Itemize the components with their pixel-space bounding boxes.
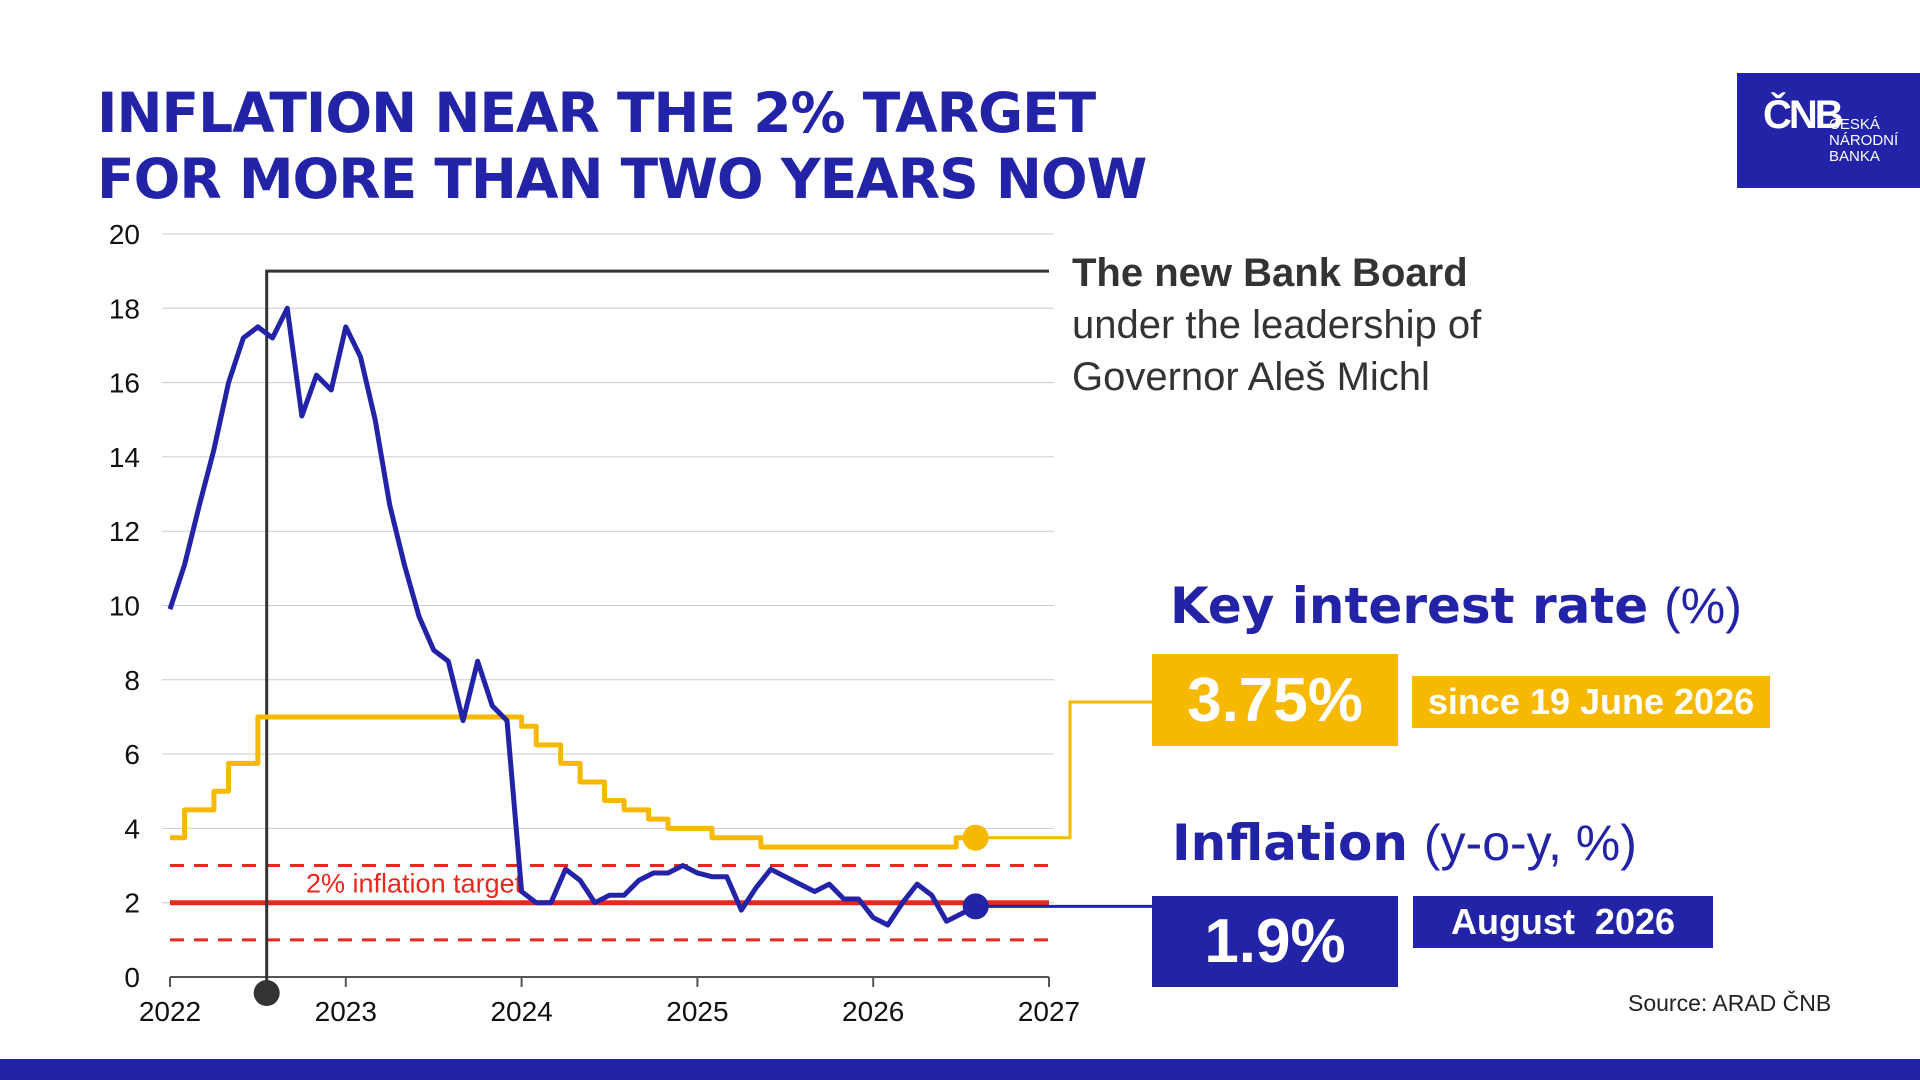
board-note: The new Bank Board under the leadership … — [1072, 247, 1481, 403]
y-tick-label: 18 — [109, 293, 140, 324]
inflation-title-text: Inflation — [1172, 814, 1408, 872]
board-note-line-1: The new Bank Board — [1072, 251, 1468, 295]
chart-grid — [162, 233, 1054, 987]
board-connector — [265, 269, 1049, 993]
y-tick-label: 0 — [124, 962, 140, 993]
board-note-line-2: under the leadership of — [1072, 303, 1482, 347]
y-tick-label: 16 — [109, 368, 140, 399]
key-rate-title-text: Key interest rate — [1170, 577, 1649, 635]
callout-connectors — [975, 700, 1152, 908]
inflation-line — [167, 305, 977, 928]
y-tick-label: 8 — [124, 665, 140, 696]
cnb-logo: ČNB ČESKÁ NÁRODNÍ BANKA — [1737, 73, 1920, 188]
y-tick-label: 10 — [109, 591, 140, 622]
bottom-bar — [0, 1059, 1920, 1080]
x-tick-label: 2022 — [139, 996, 201, 1027]
y-tick-label: 20 — [109, 219, 140, 250]
x-tick-label: 2025 — [666, 996, 728, 1027]
logo-line-2: NÁRODNÍ — [1829, 132, 1899, 149]
x-tick-label: 2023 — [315, 996, 377, 1027]
title-line-2: FOR MORE THAN TWO YEARS NOW — [97, 147, 1147, 211]
y-tick-label: 2 — [124, 888, 140, 919]
y-tick-label: 14 — [109, 442, 140, 473]
inflation-unit: (y-o-y, %) — [1423, 815, 1637, 871]
key-rate-value: 3.75% — [1152, 654, 1398, 746]
y-tick-label: 4 — [124, 813, 140, 844]
logo-mark: ČNB — [1763, 93, 1844, 137]
x-tick-label: 2024 — [490, 996, 552, 1027]
key-rate-unit: (%) — [1664, 578, 1742, 634]
logo-line-3: BANKA — [1829, 148, 1880, 165]
board-start-dot — [253, 980, 280, 1006]
inflation-value: 1.9% — [1152, 896, 1398, 987]
source-note: Source: ARAD ČNB — [1628, 990, 1832, 1016]
inflation-month: August 2026 — [1413, 896, 1713, 948]
chart-series — [167, 305, 989, 928]
y-tick-label: 12 — [109, 516, 140, 547]
key-rate-title: Key interest rate (%) — [1170, 577, 1742, 635]
x-tick-labels: 2022 2023 2024 2025 2026 2027 — [139, 996, 1080, 1027]
logo-text: ČESKÁ NÁRODNÍ BANKA — [1829, 117, 1898, 165]
inflation-title: Inflation (y-o-y, %) — [1172, 814, 1637, 872]
key-rate-line — [170, 714, 976, 850]
key-rate-since: since 19 June 2026 — [1412, 676, 1770, 728]
board-note-line-3: Governor Aleš Michl — [1072, 355, 1430, 399]
logo-line-1: ČESKÁ — [1829, 116, 1880, 133]
title-line-1: INFLATION NEAR THE 2% TARGET — [97, 81, 1096, 145]
target-label: 2% inflation target — [306, 869, 523, 899]
y-tick-label: 6 — [124, 739, 140, 770]
x-tick-label: 2026 — [842, 996, 904, 1027]
page-title: INFLATION NEAR THE 2% TARGET FOR MORE TH… — [97, 80, 1147, 212]
y-tick-labels: 0 2 4 6 8 10 12 14 16 18 20 — [109, 219, 140, 993]
board-marker — [253, 269, 1049, 1006]
target-band: 2% inflation target — [170, 864, 1049, 942]
key-rate-connector — [975, 700, 1152, 840]
x-tick-label: 2027 — [1018, 996, 1080, 1027]
